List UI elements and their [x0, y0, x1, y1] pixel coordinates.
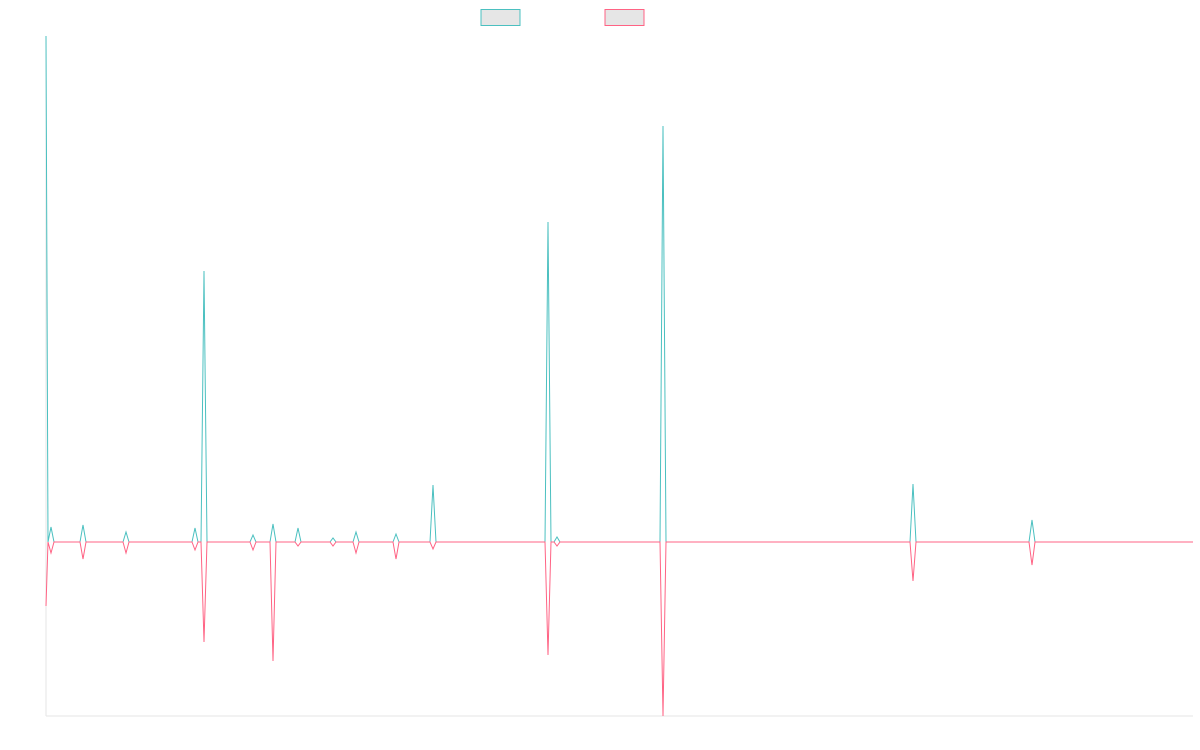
legend-swatch	[604, 9, 645, 26]
series-line	[45, 541, 1193, 717]
legend-swatch	[480, 9, 521, 26]
series-line	[45, 35, 1193, 543]
